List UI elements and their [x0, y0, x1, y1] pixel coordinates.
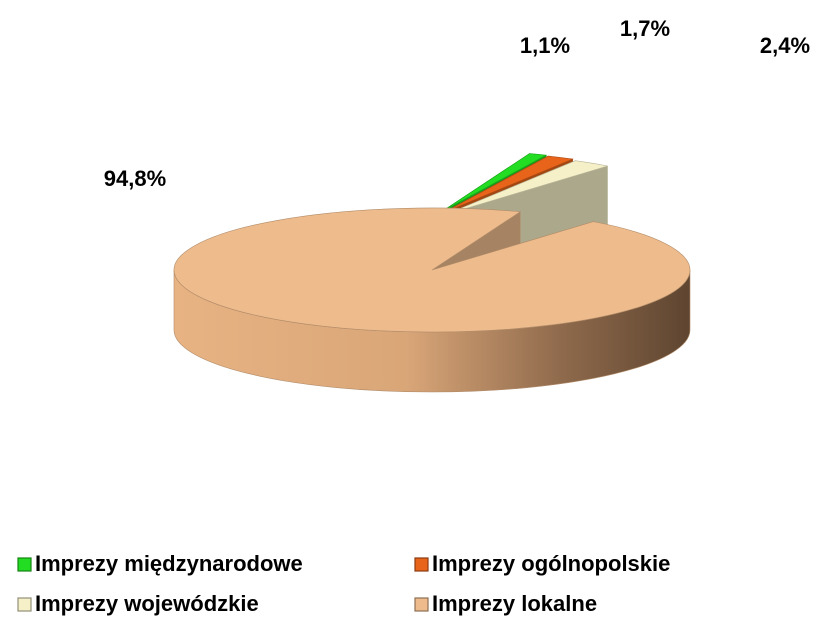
legend-label: Imprezy międzynarodowe: [35, 551, 303, 576]
legend-swatch: [414, 557, 429, 572]
legend-label: Imprezy ogólnopolskie: [432, 551, 670, 576]
pie-slice: [443, 155, 574, 214]
pie-slice: [173, 207, 691, 333]
value-label: 2,4%: [760, 33, 810, 58]
legend-swatch: [17, 557, 32, 572]
value-label: 1,1%: [520, 33, 570, 58]
pie-slice: [441, 153, 548, 213]
pie-slice: [446, 160, 608, 215]
slice-tops: [173, 153, 691, 333]
value-labels: 1,1% 1,7% 2,4% 94,8%: [104, 16, 810, 191]
legend-label: Imprezy lokalne: [432, 591, 597, 616]
legend-label: Imprezy wojewódzkie: [35, 591, 259, 616]
legend-swatch: [17, 597, 32, 612]
value-label: 1,7%: [620, 16, 670, 41]
legend: Imprezy międzynarodowe Imprezy ogólnopols…: [17, 551, 670, 616]
legend-swatch: [414, 597, 429, 612]
value-label: 94,8%: [104, 166, 166, 191]
